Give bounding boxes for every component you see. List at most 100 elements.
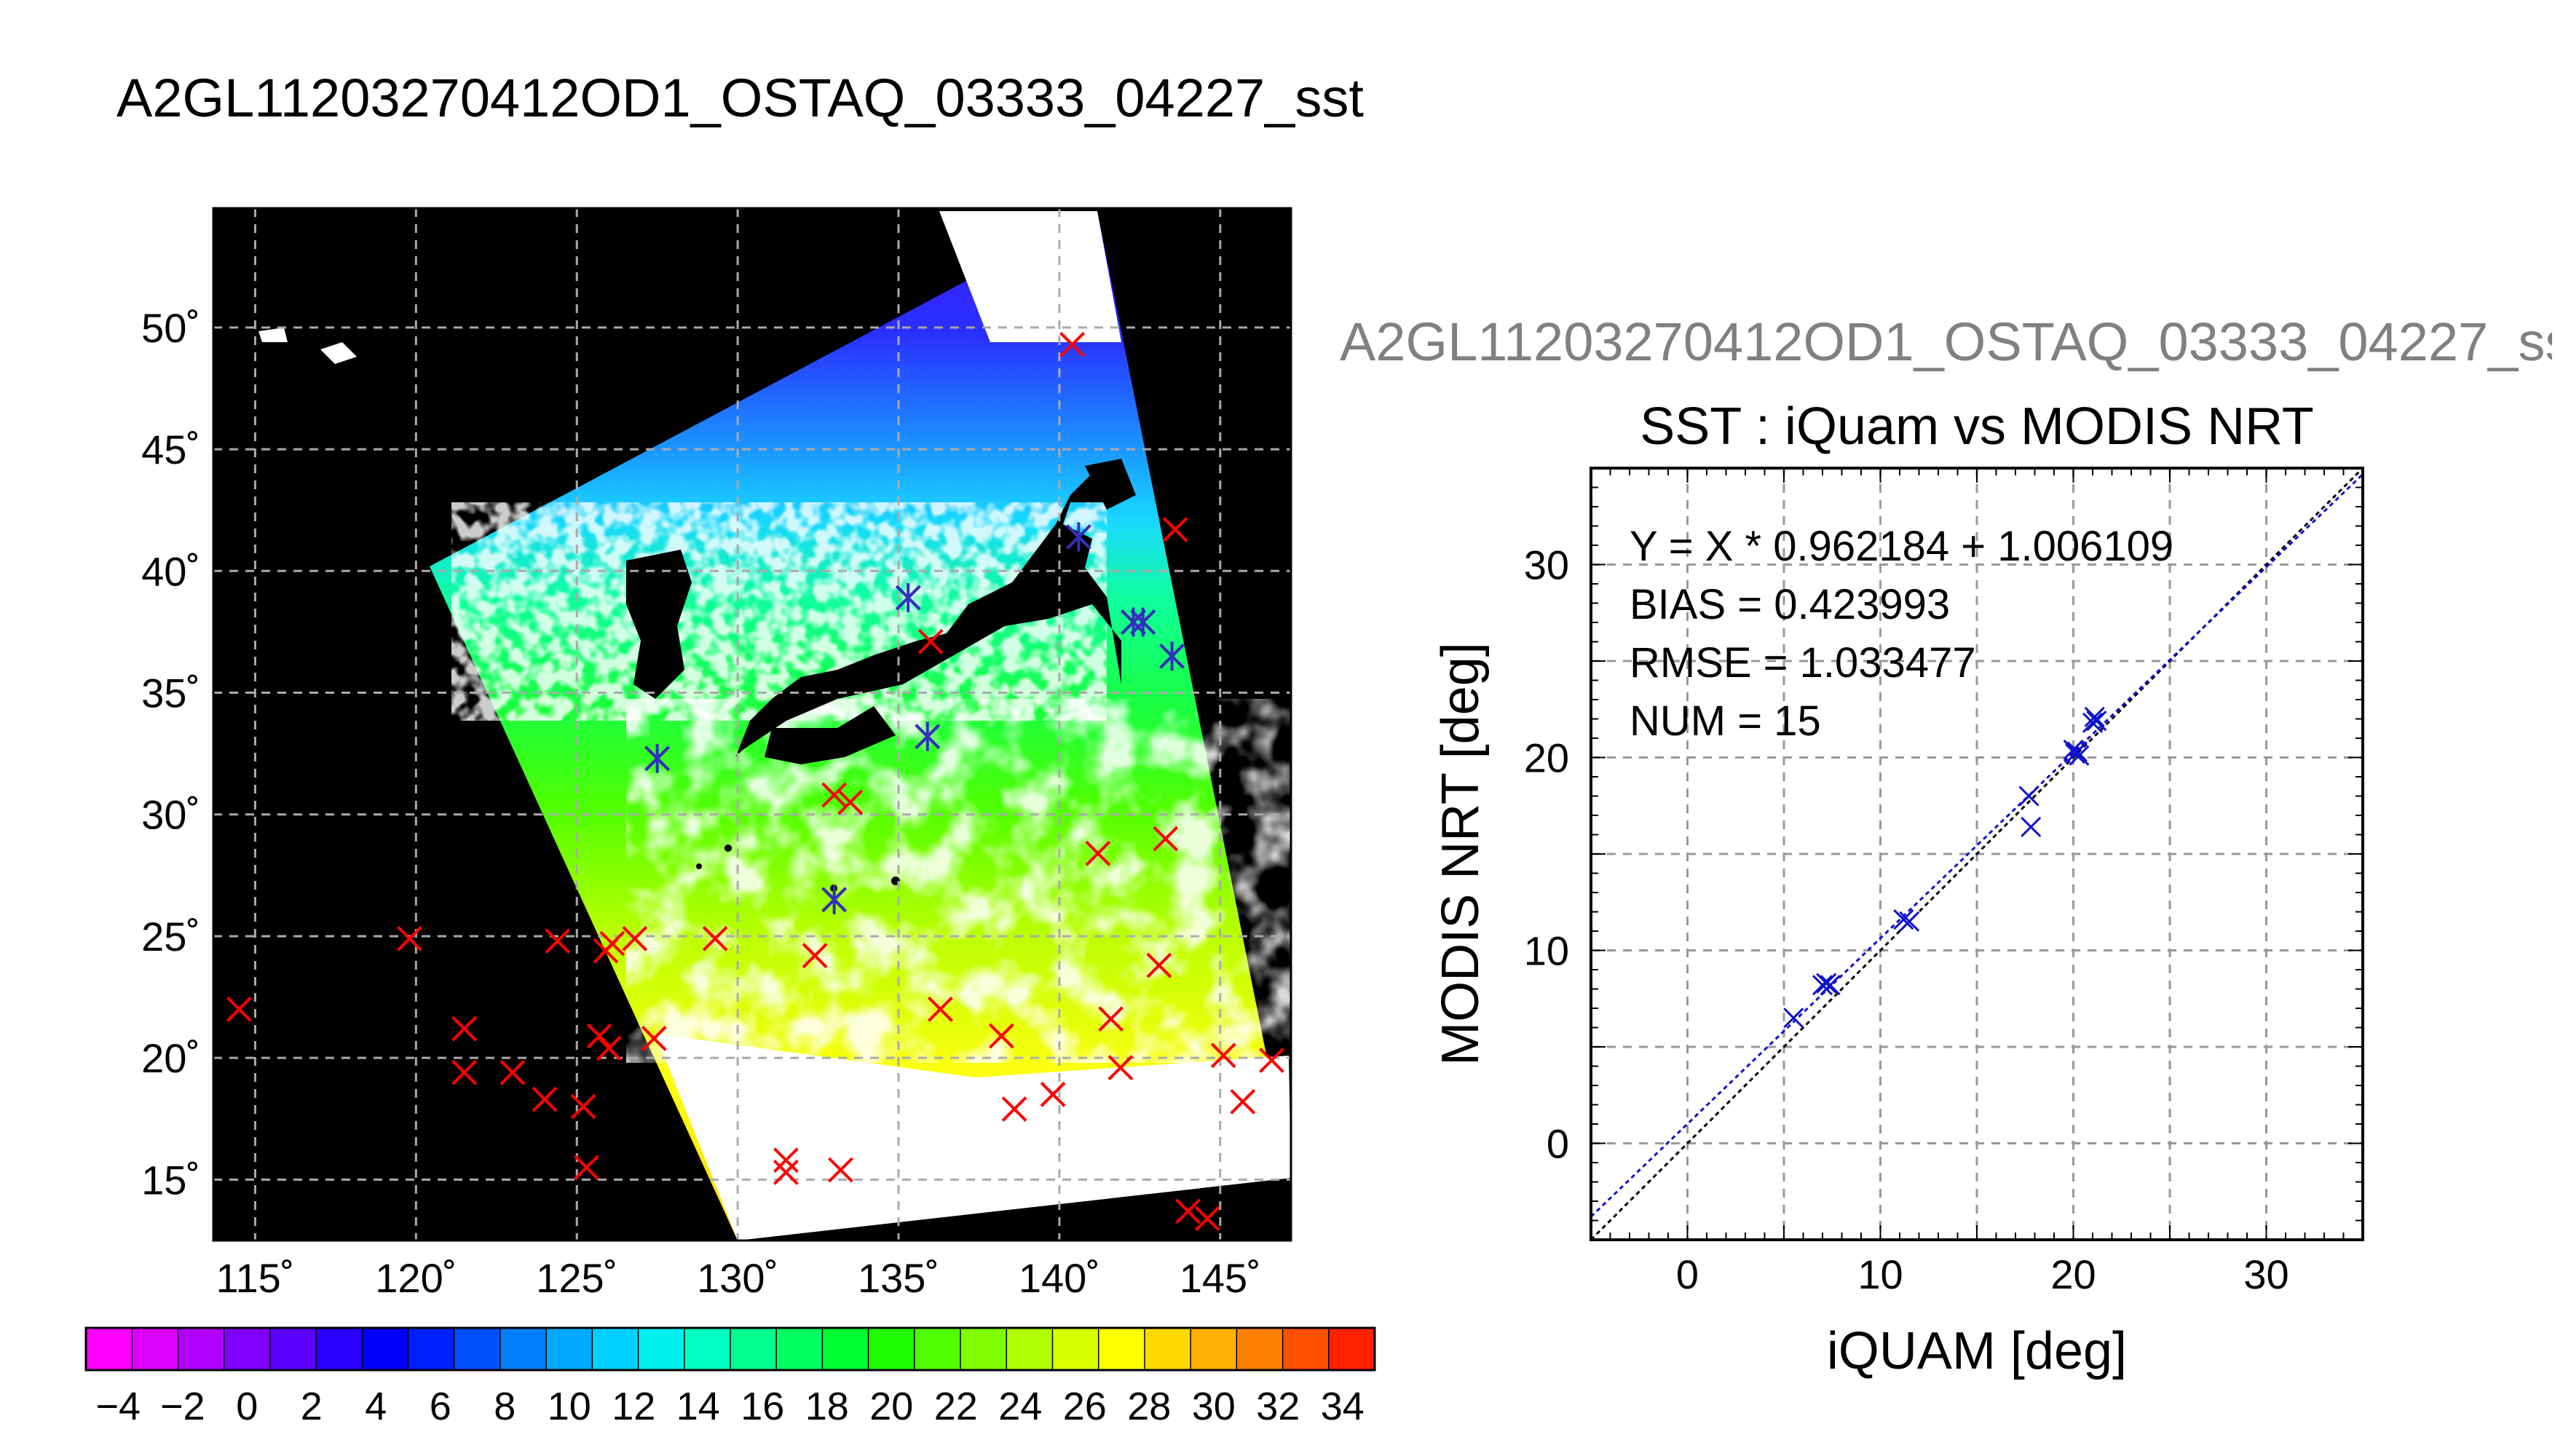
map-matchup-marker [1001, 1096, 1027, 1122]
colorbar-tick-label: 26 [1063, 1385, 1107, 1428]
scatter-y-ticks: 0 10 20 30 [1524, 542, 1569, 1167]
map-frame [212, 207, 1292, 1242]
colorbar-cell [178, 1328, 225, 1370]
colorbar-cell [1236, 1328, 1284, 1370]
scatter-x-ticks: 0 10 20 30 [1676, 1251, 2289, 1297]
map-matchup-marker [397, 925, 422, 951]
map-matchup-marker [599, 930, 625, 957]
map-lat-tick-label: 15˚ [141, 1157, 200, 1203]
colorbar-tick-label: 2 [301, 1385, 323, 1428]
map-matchup-marker [773, 1147, 799, 1174]
map-matchup-marker [1194, 1206, 1220, 1232]
colorbar-cell [638, 1328, 685, 1370]
colorbar-cell [776, 1328, 823, 1370]
colorbar-cell [546, 1328, 593, 1370]
scatter-annotation: NUM = 15 [1630, 697, 1821, 745]
map-lat-tick-label: 50˚ [141, 305, 200, 351]
colorbar-tick-label: 0 [236, 1385, 258, 1428]
colorbar-tick-label: 12 [612, 1385, 655, 1428]
scatter-title: SST : iQuam vs MODIS NRT [1640, 397, 2314, 456]
page-title: A2GL11203270412OD1_OSTAQ_03333_04227_sst [117, 68, 1364, 128]
map-matchup-marker [532, 1086, 558, 1112]
map-matchup-marker [988, 1023, 1014, 1049]
colorbar-tick-label: 16 [741, 1385, 784, 1428]
scatter-point [1812, 975, 1833, 996]
map-matchup-marker [702, 925, 728, 951]
map-lon-ticks: 115˚ 120˚ 125˚ 130˚ 135˚ 140˚ 145˚ [216, 1255, 1260, 1301]
colorbar-frame [84, 1326, 1376, 1372]
scatter-file-title: A2GL11203270412OD1_OSTAQ_03333_04227_sst [1340, 312, 2552, 372]
colorbar-tick-label: 10 [548, 1385, 591, 1428]
colorbar-cell [269, 1328, 317, 1370]
map-lat-tick-label: 25˚ [141, 914, 200, 960]
scatter-point [2018, 786, 2039, 807]
map-matchup-marker [545, 928, 571, 954]
map-matchup-marker [622, 925, 648, 951]
colorbar-cell [1282, 1328, 1330, 1370]
colorbar-cells [86, 1328, 1375, 1370]
map-matchup-marker [1230, 1088, 1256, 1115]
map-matchup-marker [1059, 331, 1085, 357]
map-matchup-marker [226, 996, 252, 1022]
sst-map-panel: 115˚ 120˚ 125˚ 130˚ 135˚ 140˚ 145˚ 15˚ 20˚ 25˚ 30… [141, 207, 1292, 1301]
colorbar-cell [316, 1328, 363, 1370]
scatter-point [2084, 706, 2105, 727]
colorbar-labels: −4 −2 0 2 4 6 8 10 12 14 16 18 20 22 24 26 28 30 32 34 [95, 1385, 1364, 1428]
colorbar-tick-label: 22 [934, 1385, 978, 1428]
scatter-y-tick-label: 20 [1524, 735, 1569, 781]
map-matchup-marker [574, 1155, 599, 1181]
colorbar-cell [1006, 1328, 1053, 1370]
map-matchup-marker [1098, 1006, 1124, 1032]
scatter-grid [1591, 468, 2363, 1240]
map-matchup-marker [586, 1023, 612, 1049]
map-lat-ticks: 15˚ 20˚ 25˚ 30˚ 35˚ 40˚ 45˚ 50˚ [141, 305, 200, 1203]
colorbar-cell [1144, 1328, 1191, 1370]
map-matchup-marker [802, 943, 828, 969]
colorbar-cell [868, 1328, 915, 1370]
map-matchup-marker [828, 1157, 853, 1183]
map-lon-tick-label: 145˚ [1180, 1255, 1261, 1301]
scatter-point [2066, 741, 2088, 762]
scatter-x-tick-label: 10 [1857, 1251, 1903, 1297]
colorbar: −4 −2 0 2 4 6 8 10 12 14 16 18 20 22 24 26 28 30 32 34 [84, 1326, 1376, 1428]
map-lon-tick-label: 120˚ [375, 1255, 457, 1301]
scatter-point [1783, 1008, 1804, 1029]
map-matchup-marker [596, 1035, 622, 1061]
colorbar-tick-label: 32 [1256, 1385, 1300, 1428]
colorbar-cell [454, 1328, 501, 1370]
map-lon-tick-label: 130˚ [697, 1255, 778, 1301]
identity-line [1590, 467, 2364, 1241]
colorbar-tick-label: 18 [805, 1385, 849, 1428]
colorbar-cell [960, 1328, 1007, 1370]
map-matchup-marker [570, 1093, 596, 1120]
colorbar-cell [730, 1328, 777, 1370]
colorbar-cell [1098, 1328, 1145, 1370]
colorbar-tick-label: 6 [430, 1385, 451, 1428]
colorbar-cell [592, 1328, 639, 1370]
map-matchup-marker [928, 996, 953, 1022]
scatter-point [1816, 973, 1837, 994]
map-lon-tick-label: 140˚ [1019, 1255, 1100, 1301]
scatter-point [2086, 711, 2107, 732]
map-matchup-marker [1040, 1081, 1066, 1107]
map-lon-tick-label: 135˚ [858, 1255, 939, 1301]
map-matchup-marker [773, 1159, 799, 1185]
colorbar-tick-label: −4 [95, 1385, 141, 1428]
map-lat-tick-label: 45˚ [141, 427, 200, 472]
scatter-point [2082, 712, 2104, 733]
scatter-annotation: BIAS = 0.423993 [1630, 581, 1950, 628]
scatter-point [1820, 975, 1841, 996]
scatter-panel: SST : iQuam vs MODIS NRT Y = X * 0.96218… [1431, 397, 2364, 1380]
map-matchup-marker [1153, 826, 1179, 852]
colorbar-cell [684, 1328, 731, 1370]
colorbar-cell [1052, 1328, 1099, 1370]
scatter-point [1899, 911, 1920, 932]
colorbar-tick-label: 4 [365, 1385, 387, 1428]
land-japan [735, 473, 1121, 757]
colorbar-cell [132, 1328, 178, 1370]
colorbar-cell [362, 1328, 408, 1370]
scatter-y-tick-label: 30 [1524, 542, 1569, 588]
map-matchup-marker [499, 1059, 526, 1085]
map-matchup-marker [917, 628, 944, 654]
